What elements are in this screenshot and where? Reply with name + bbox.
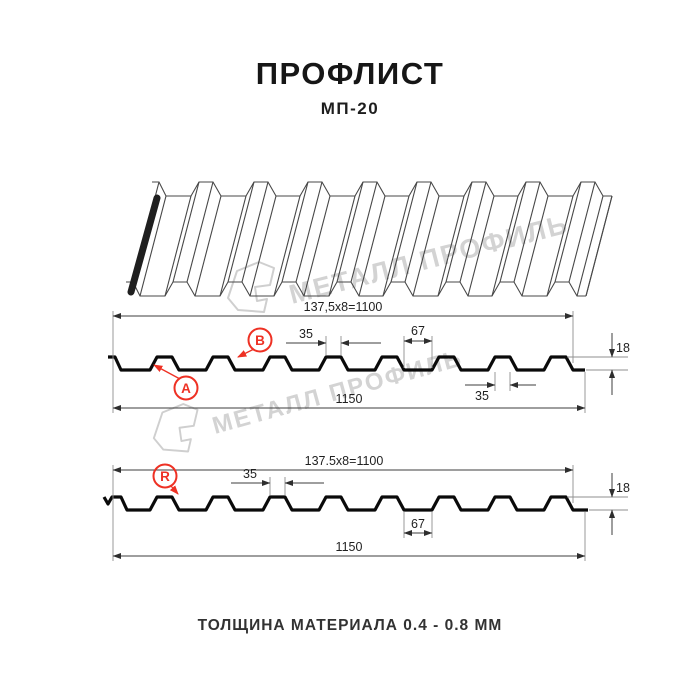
dimension-height-bottom: 18 xyxy=(567,473,630,535)
dimension-pitch-bottom: 137.5x8=1100 xyxy=(112,454,574,561)
dim-label-rib-base: 67 xyxy=(411,324,425,338)
profile-outline xyxy=(108,355,585,372)
dimension-valley-width: 67 xyxy=(403,512,433,538)
badge-b-label: B xyxy=(255,333,265,348)
dim-label-overall: 1150 xyxy=(336,392,363,406)
dimension-overall-bottom: 1150 xyxy=(112,512,586,561)
page-title: ПРОФЛИСТ xyxy=(255,56,445,91)
page-subtitle: МП-20 xyxy=(320,99,380,118)
dim-label-rib-top: 35 xyxy=(243,467,257,481)
cross-section-bottom: 137.5x8=1100 35 67 xyxy=(102,454,630,561)
brand-logo-watermark-icon xyxy=(227,261,275,313)
profile-outline xyxy=(102,495,588,512)
perspective-view xyxy=(126,181,613,297)
brand-logo-watermark-icon xyxy=(152,403,199,453)
dim-label-height: 18 xyxy=(616,341,630,355)
cross-section-top: 137,5x8=1100 35 67 xyxy=(108,300,630,413)
badge-side-b: B xyxy=(237,327,273,358)
dim-label-pitch: 137,5x8=1100 xyxy=(304,300,383,314)
badge-a-label: A xyxy=(181,381,191,396)
dimension-rib-base-width: 67 xyxy=(403,324,433,368)
dimension-rib-bottom-width: 35 xyxy=(465,372,536,403)
badge-side-a: A xyxy=(153,364,199,401)
dimension-pitch-top: 137,5x8=1100 xyxy=(112,300,574,413)
dim-label-rib-top: 35 xyxy=(299,327,313,341)
dimension-overall-top: 1150 xyxy=(112,372,586,413)
dimension-height-top: 18 xyxy=(567,333,630,395)
dim-label-valley: 67 xyxy=(411,517,425,531)
dim-label-pitch: 137.5x8=1100 xyxy=(305,454,384,468)
material-thickness-note: ТОЛЩИНА МАТЕРИАЛА 0.4 - 0.8 ММ xyxy=(197,617,503,634)
watermark-middle: МЕТАЛЛ ПРОФИЛЬ xyxy=(152,345,466,453)
badge-r-label: R xyxy=(160,469,170,484)
dim-label-height: 18 xyxy=(616,481,630,495)
dim-label-rib-bottom: 35 xyxy=(475,389,489,403)
dimension-rib-top-width: 35 xyxy=(286,327,381,355)
sheet-end-edge xyxy=(127,194,161,296)
dim-label-overall: 1150 xyxy=(336,540,363,554)
dimension-rib-top-width: 35 xyxy=(231,467,324,495)
badge-side-r: R xyxy=(152,463,179,495)
